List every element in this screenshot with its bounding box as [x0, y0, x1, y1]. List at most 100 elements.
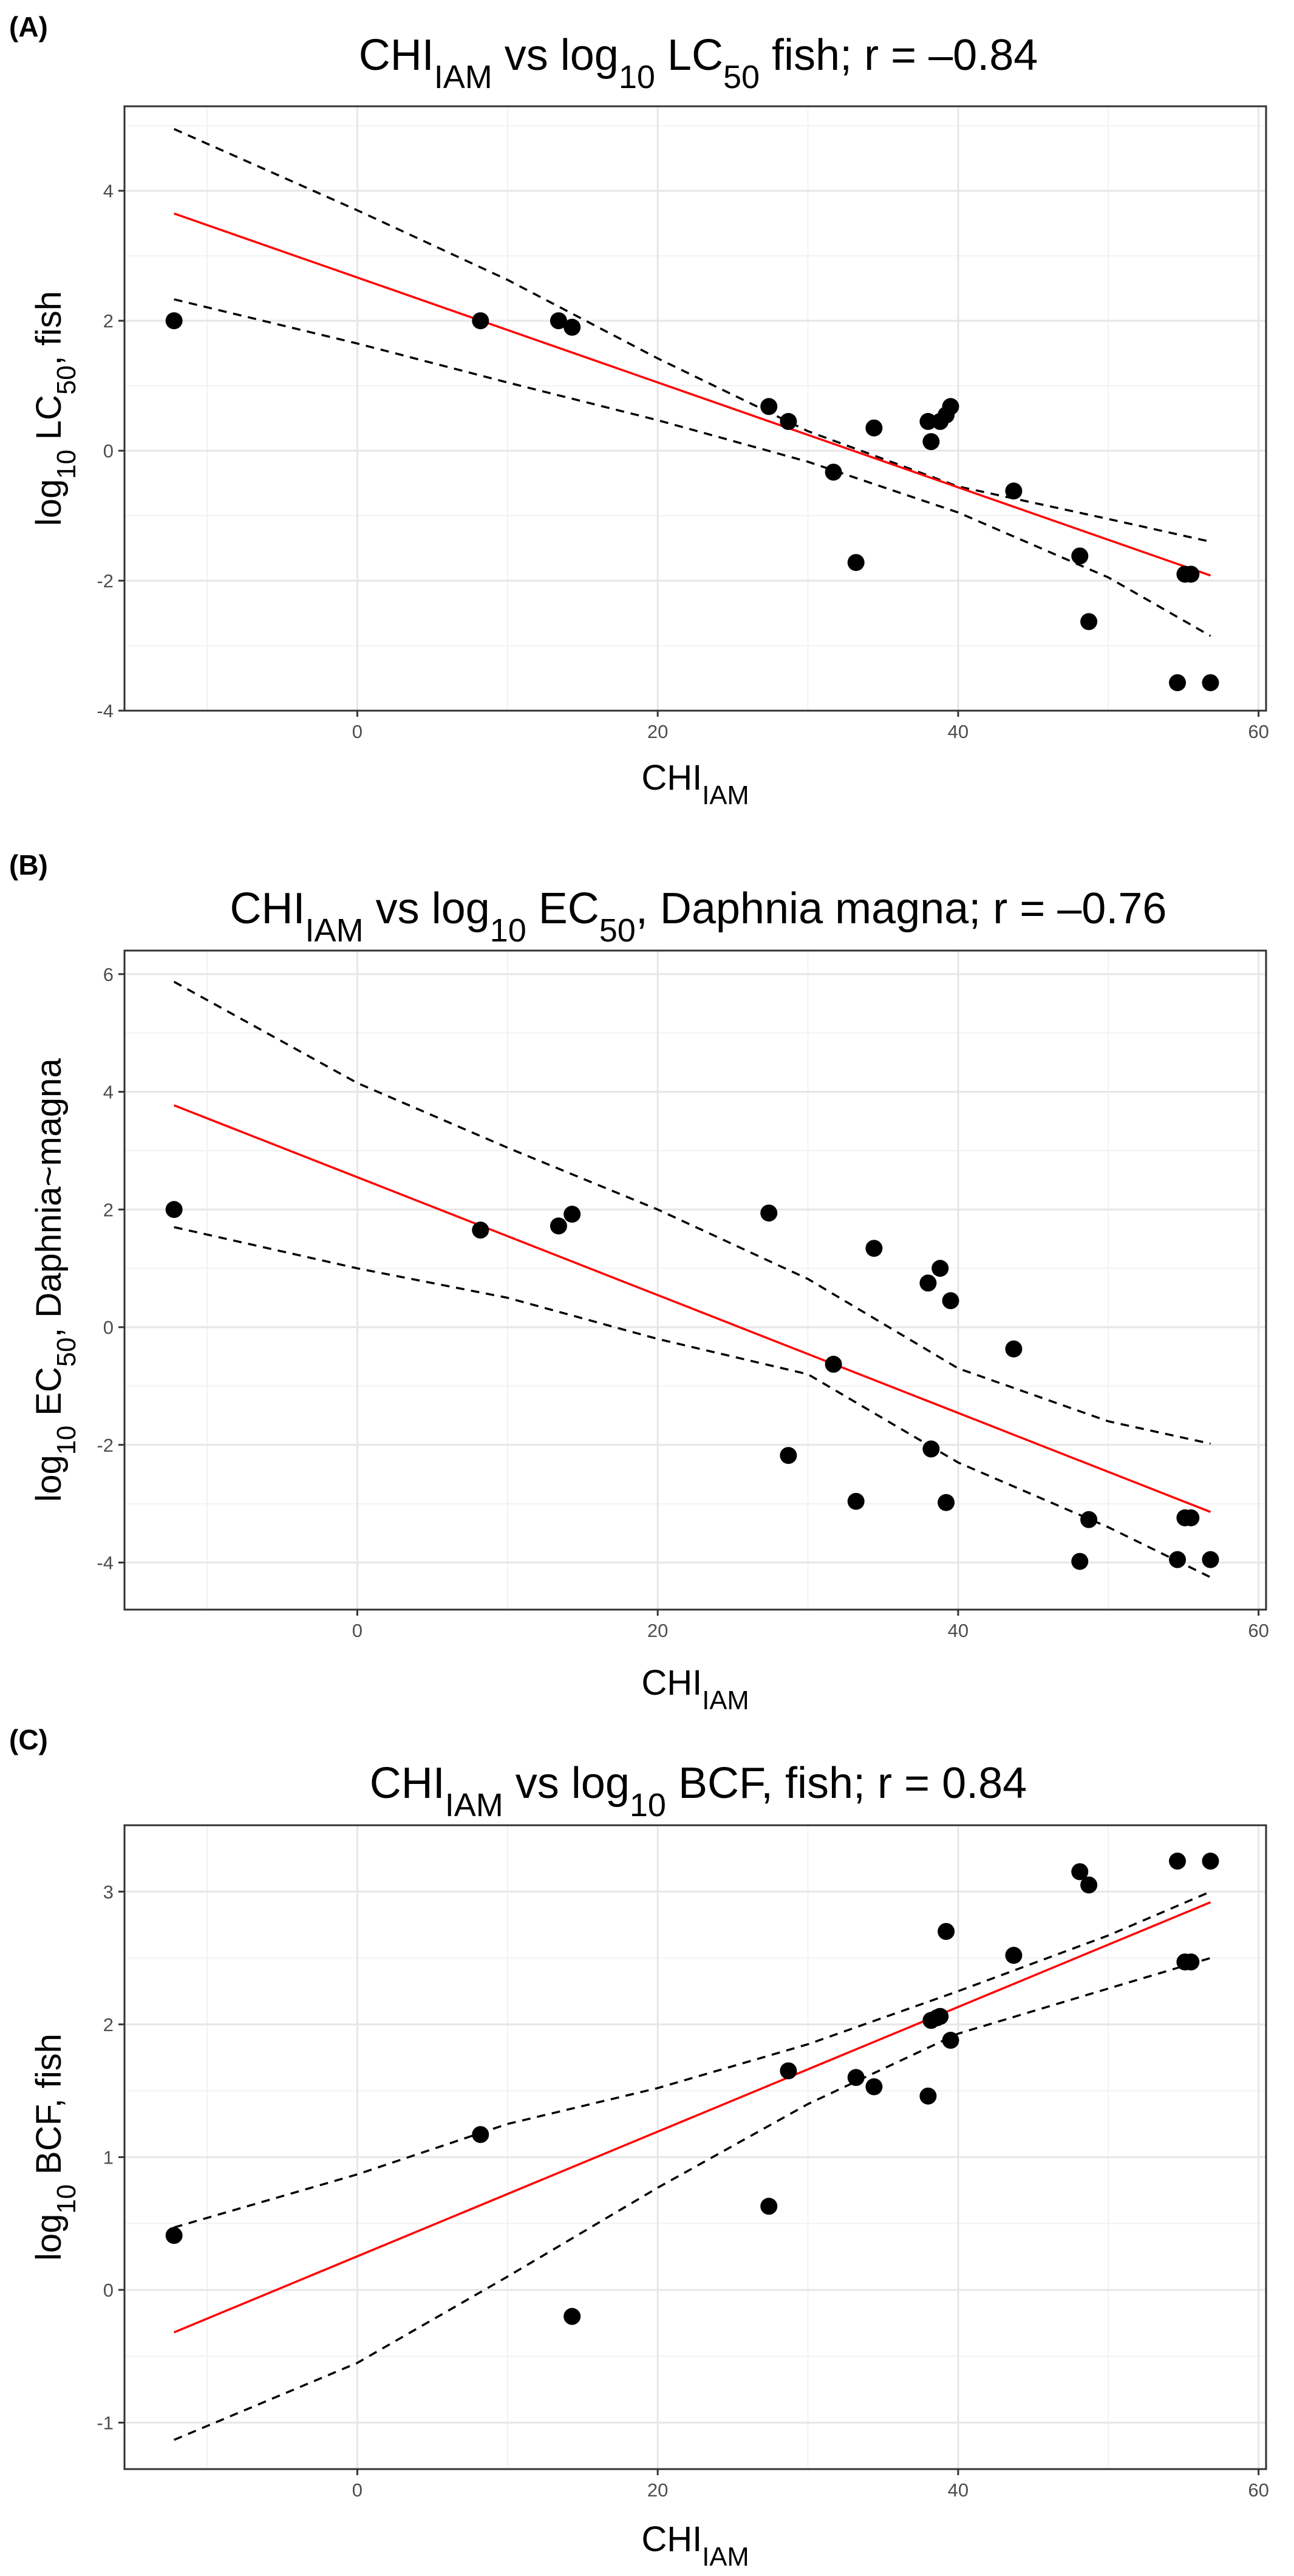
data-point — [919, 412, 937, 430]
data-point — [919, 2087, 937, 2105]
y-tick-label: 6 — [103, 964, 114, 985]
y-axis-label-text: log — [29, 1455, 69, 1502]
title-text: EC — [526, 884, 599, 933]
data-point — [564, 1206, 581, 1223]
x-axis-label-text: CHI — [641, 758, 702, 798]
data-point — [1202, 1853, 1219, 1870]
title-text: CHI — [359, 31, 434, 80]
data-point — [1080, 1876, 1098, 1894]
data-point — [165, 1201, 183, 1218]
data-point — [1202, 674, 1219, 691]
x-tick-label: 0 — [352, 721, 363, 742]
title-subscript: 10 — [490, 912, 526, 949]
data-point — [847, 1492, 865, 1510]
chart-panel-c: (C)CHIIAM vs log10 BCF, fish; r = 0.840 2… — [9, 1724, 1269, 2572]
title-text: , Daphnia magna; r = –0.76 — [636, 884, 1167, 933]
data-point — [931, 2007, 949, 2025]
x-tick-label: 40 — [948, 1620, 969, 1641]
upper-confidence-band — [173, 980, 1211, 1445]
title-subscript: IAM — [305, 912, 364, 949]
lower-confidence-band — [174, 298, 1211, 637]
y-axis-label-text: EC — [29, 1367, 69, 1426]
data-point — [1182, 1953, 1200, 1971]
data-point — [865, 1240, 883, 1257]
data-point — [780, 1447, 797, 1464]
y-axis-label-subscript: 50 — [52, 366, 81, 395]
y-tick-label: 2 — [103, 310, 114, 332]
title-subscript: 50 — [723, 59, 760, 95]
x-axis-label: CHIIAM — [641, 1663, 749, 1715]
x-axis-label-text: CHI — [641, 2520, 702, 2559]
regression-line — [174, 212, 1211, 577]
data-point — [1071, 547, 1089, 565]
title-subscript: 10 — [619, 59, 655, 95]
y-tick-label: 4 — [103, 1082, 114, 1103]
data-point — [942, 2032, 959, 2049]
title-text: CHI — [230, 884, 305, 933]
x-tick-label: 60 — [1248, 721, 1268, 742]
data-point — [938, 1494, 955, 1511]
data-point — [472, 312, 489, 330]
y-axis-label: log10 LC50, fish — [29, 291, 81, 526]
x-tick-label: 40 — [948, 2479, 969, 2501]
data-point — [564, 318, 581, 336]
title-text: BCF — [666, 1759, 764, 1808]
regression-line — [173, 1901, 1211, 2334]
data-point — [942, 1292, 959, 1310]
data-point — [1005, 1947, 1023, 1964]
x-tick-label: 60 — [1248, 1620, 1268, 1641]
data-point — [942, 398, 959, 415]
data-point — [865, 2078, 883, 2096]
title-text: fish; r = –0.84 — [760, 31, 1038, 80]
data-point — [1169, 674, 1187, 691]
title-text: CHI — [370, 1759, 445, 1808]
chart-title: CHIIAM vs log10 EC50, Daphnia magna; r =… — [230, 884, 1167, 949]
data-point — [938, 1922, 955, 1940]
y-tick-label: 0 — [103, 2280, 114, 2301]
y-axis-label-text: BCF — [29, 2105, 69, 2185]
y-tick-label: 0 — [103, 440, 114, 462]
x-axis-label-subscript: IAM — [702, 1686, 749, 1715]
data-point — [1169, 1551, 1187, 1568]
y-axis-label-text: , fish — [29, 2034, 69, 2108]
panel-label: (A) — [9, 11, 48, 43]
y-axis-label: log10 EC50, Daphnia~magna — [29, 1058, 81, 1502]
y-axis-label: log10 BCF, fish — [29, 2034, 81, 2261]
data-point — [825, 463, 842, 481]
data-point — [1169, 1853, 1187, 1870]
title-text: vs log — [503, 1759, 630, 1808]
y-axis-label-subscript: 10 — [52, 449, 81, 479]
x-axis-label-subscript: IAM — [702, 2543, 749, 2572]
chart-panel-b: (B)CHIIAM vs log10 EC50, Daphnia magna; … — [9, 849, 1269, 1715]
title-text: vs log — [364, 884, 490, 933]
data-point — [825, 1356, 842, 1373]
data-point — [780, 412, 797, 430]
y-tick-label: -4 — [97, 700, 114, 722]
data-point — [847, 2069, 865, 2086]
title-text: vs log — [492, 31, 619, 80]
y-tick-label: 3 — [103, 1881, 114, 1902]
data-point — [1005, 1340, 1023, 1358]
data-point — [760, 2198, 778, 2215]
y-axis-label-subscript: 10 — [52, 1426, 81, 1455]
y-tick-label: -2 — [97, 1435, 114, 1456]
data-point — [1080, 1511, 1098, 1528]
y-tick-label: 4 — [103, 180, 114, 202]
y-tick-label: -4 — [97, 1553, 114, 1574]
data-point — [550, 1217, 567, 1235]
data-point — [919, 1274, 937, 1292]
y-tick-label: -1 — [97, 2413, 114, 2434]
y-axis-label-text: LC — [29, 395, 69, 449]
title-subscript: 50 — [599, 912, 636, 949]
x-axis-label: CHIIAM — [641, 2520, 749, 2572]
data-point — [760, 1204, 778, 1222]
data-point — [1071, 1863, 1089, 1881]
title-text: LC — [655, 31, 723, 80]
y-axis-label-subscript: 50 — [52, 1338, 81, 1367]
upper-confidence-band — [174, 1890, 1211, 2229]
y-tick-label: 1 — [103, 2147, 114, 2168]
chart-title: CHIIAM vs log10 LC50 fish; r = –0.84 — [359, 31, 1038, 95]
data-point — [931, 1260, 949, 1277]
data-point — [165, 2227, 183, 2244]
